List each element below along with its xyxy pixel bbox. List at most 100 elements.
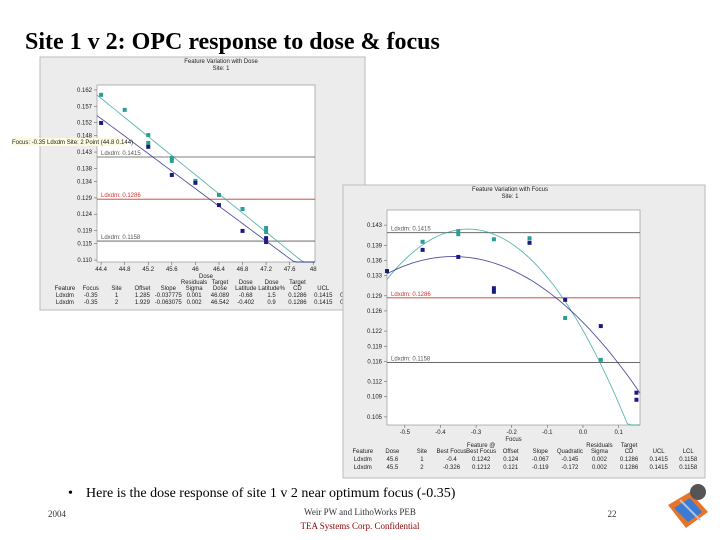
table-header: Offset bbox=[134, 286, 150, 292]
table-header: Residuals bbox=[586, 443, 612, 449]
reference-label: Ldxdm: 0.1415 bbox=[101, 151, 141, 157]
logo bbox=[668, 484, 708, 528]
table-header: CD bbox=[293, 286, 302, 292]
fit-curve bbox=[386, 228, 640, 426]
table-cell: -0.172 bbox=[561, 465, 579, 471]
y-tick-label: 0.129 bbox=[77, 196, 93, 202]
table-header: Latitude% bbox=[258, 286, 285, 292]
data-point bbox=[264, 240, 269, 245]
table-cell: 0.1415 bbox=[649, 465, 668, 471]
table-cell: 0.002 bbox=[592, 457, 608, 463]
data-point bbox=[385, 269, 389, 274]
data-point bbox=[216, 192, 221, 197]
data-point bbox=[169, 172, 174, 177]
data-point bbox=[240, 228, 245, 233]
data-point bbox=[264, 236, 269, 241]
y-tick-label: 0.139 bbox=[367, 243, 383, 249]
data-point bbox=[169, 158, 174, 163]
table-cell: 0.002 bbox=[592, 465, 608, 471]
table-header: Site bbox=[111, 286, 122, 292]
fit-curve bbox=[96, 115, 315, 263]
table-header: Quadratic bbox=[557, 449, 583, 455]
x-tick-label: -0.5 bbox=[400, 430, 411, 436]
footer-confidential: TEA Systems Corp. Confidential bbox=[301, 521, 420, 531]
data-point bbox=[193, 180, 198, 185]
table-cell: -0.35 bbox=[84, 300, 98, 306]
table-cell: 0.124 bbox=[503, 457, 519, 463]
y-tick-label: 0.138 bbox=[77, 166, 93, 172]
data-point bbox=[122, 107, 127, 112]
table-header: Target bbox=[289, 280, 306, 286]
y-tick-label: 0.119 bbox=[367, 344, 382, 350]
table-cell: 0.1158 bbox=[679, 465, 698, 471]
table-cell: -0.145 bbox=[561, 457, 579, 463]
plot-area bbox=[386, 209, 641, 426]
x-tick-label: -0.1 bbox=[542, 430, 553, 436]
table-header: Feature @ bbox=[467, 443, 495, 449]
slide-title: Site 1 v 2: OPC response to dose & focus bbox=[25, 29, 440, 55]
footer-authors: Weir PW and LithoWorks PEB bbox=[304, 507, 416, 517]
chart-subtitle: Site: 1 bbox=[501, 194, 519, 200]
table-cell: -0.037775 bbox=[155, 293, 183, 299]
data-point bbox=[169, 155, 174, 160]
y-tick-label: 0.110 bbox=[77, 258, 92, 264]
y-tick-label: 0.119 bbox=[77, 229, 92, 235]
table-cell: Ldxdm bbox=[354, 457, 372, 463]
table-header: Target bbox=[212, 280, 229, 286]
x-tick-label: 44.8 bbox=[119, 267, 131, 273]
table-cell: 2 bbox=[420, 465, 424, 471]
x-tick-label: 47.2 bbox=[260, 267, 272, 273]
data-point bbox=[456, 254, 461, 259]
y-tick-label: 0.136 bbox=[367, 258, 383, 264]
table-cell: 0.1212 bbox=[472, 465, 491, 471]
table-cell: 0.1286 bbox=[620, 465, 639, 471]
table-cell: 46.089 bbox=[211, 293, 230, 299]
y-tick-label: 0.122 bbox=[367, 329, 383, 335]
x-tick-label: -0.4 bbox=[435, 430, 446, 436]
data-point bbox=[420, 239, 425, 244]
x-tick-label: 47.6 bbox=[284, 267, 296, 273]
data-point bbox=[99, 120, 104, 125]
table-header: Sigma bbox=[186, 286, 204, 292]
data-point bbox=[420, 247, 425, 252]
data-point bbox=[527, 236, 532, 241]
data-point bbox=[598, 324, 603, 329]
x-tick-label: 46 bbox=[192, 267, 199, 273]
y-tick-label: 0.124 bbox=[77, 212, 93, 218]
table-header: LCL bbox=[683, 449, 695, 455]
fit-curve bbox=[386, 256, 641, 394]
data-point bbox=[146, 144, 151, 149]
y-tick-label: 0.148 bbox=[77, 134, 93, 140]
reference-label: Ldxdm: 0.1158 bbox=[391, 356, 431, 362]
y-tick-label: 0.116 bbox=[367, 359, 382, 365]
table-header: Sigma bbox=[591, 449, 609, 455]
y-tick-label: 0.152 bbox=[77, 121, 93, 127]
table-cell: 45.6 bbox=[387, 457, 399, 463]
table-cell: Ldxdm bbox=[56, 300, 74, 306]
table-header: Dose bbox=[385, 449, 400, 455]
data-point bbox=[491, 286, 496, 291]
table-header: Site bbox=[417, 449, 428, 455]
table-cell: -0.68 bbox=[239, 293, 253, 299]
data-point bbox=[456, 232, 461, 237]
table-header: Best Focus bbox=[466, 449, 496, 455]
data-point bbox=[598, 357, 603, 362]
table-header: Slope bbox=[161, 286, 177, 292]
table-header: UCL bbox=[317, 286, 330, 292]
table-header: UCL bbox=[653, 449, 666, 455]
table-header: Dose bbox=[265, 280, 280, 286]
data-point bbox=[563, 297, 568, 302]
table-cell: 1 bbox=[115, 293, 119, 299]
data-point bbox=[491, 289, 496, 294]
table-header: Feature bbox=[352, 449, 373, 455]
data-point bbox=[146, 140, 151, 145]
x-tick-label: 0.0 bbox=[579, 430, 588, 436]
y-tick-label: 0.134 bbox=[77, 180, 93, 186]
table-header: Latitude bbox=[235, 286, 257, 292]
y-tick-label: 0.129 bbox=[367, 294, 383, 300]
data-point bbox=[264, 225, 269, 230]
y-tick-label: 0.143 bbox=[77, 150, 93, 156]
table-cell: 45.5 bbox=[387, 465, 399, 471]
